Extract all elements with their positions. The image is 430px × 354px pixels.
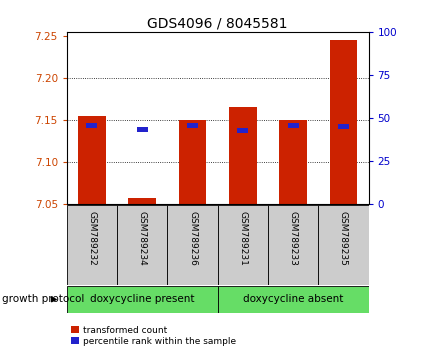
Bar: [287, 123, 298, 128]
Bar: [86, 123, 97, 128]
Bar: [167, 205, 217, 285]
Text: doxycycline present: doxycycline present: [90, 295, 194, 304]
Bar: [317, 205, 368, 285]
Title: GDS4096 / 8045581: GDS4096 / 8045581: [147, 17, 287, 31]
Bar: [279, 120, 306, 204]
Bar: [187, 123, 198, 128]
Bar: [337, 124, 348, 129]
Bar: [228, 107, 256, 204]
Bar: [136, 127, 147, 132]
Bar: [78, 116, 105, 204]
Bar: [67, 286, 217, 313]
Bar: [117, 205, 167, 285]
Text: growth protocol: growth protocol: [2, 295, 84, 304]
Bar: [217, 286, 368, 313]
Bar: [217, 205, 267, 285]
Bar: [178, 120, 206, 204]
Text: GSM789232: GSM789232: [87, 211, 96, 266]
Text: GSM789231: GSM789231: [238, 211, 247, 266]
Text: GSM789233: GSM789233: [288, 211, 297, 266]
Legend: transformed count, percentile rank within the sample: transformed count, percentile rank withi…: [71, 326, 236, 346]
Bar: [267, 205, 317, 285]
Bar: [67, 205, 117, 285]
Text: doxycycline absent: doxycycline absent: [243, 295, 342, 304]
Bar: [128, 198, 156, 204]
Bar: [237, 128, 248, 133]
Bar: [329, 40, 356, 204]
Text: GSM789235: GSM789235: [338, 211, 347, 266]
Text: GSM789236: GSM789236: [187, 211, 197, 266]
Text: GSM789234: GSM789234: [138, 211, 146, 266]
